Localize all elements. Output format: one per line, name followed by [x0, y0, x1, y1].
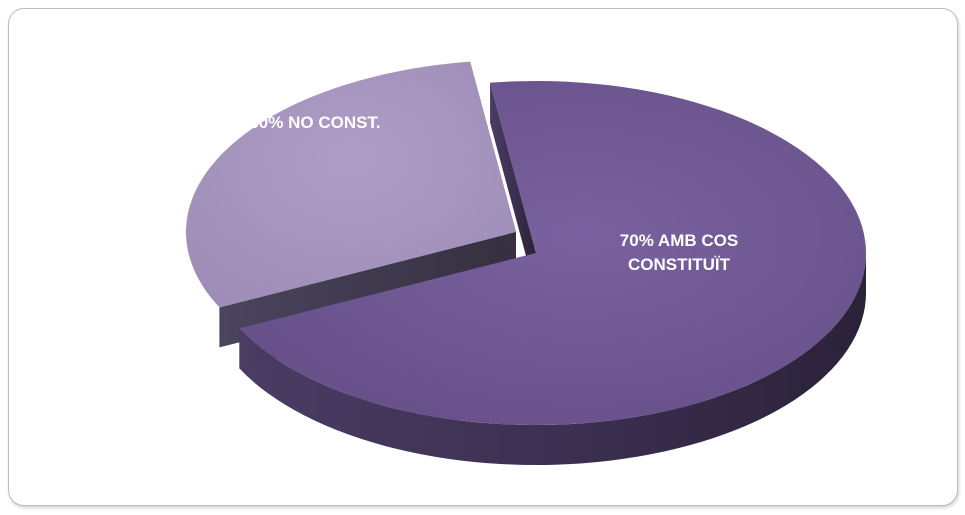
slice-label-2-line-1: 70% AMB COS: [620, 231, 738, 250]
slice-label-1: 30% NO CONST.: [249, 113, 380, 132]
slice-label-2: 70% AMB COS CONSTITUÏT: [620, 231, 738, 274]
pie-slice-amb-cos-cut-face-1: [490, 82, 536, 293]
slice-label-2-line-2: CONSTITUÏT: [628, 255, 731, 274]
pie-slice-no-const-top: [186, 61, 516, 308]
pie-slice-amb-cos-outer-wall: [239, 253, 867, 465]
pie-slice-amb-cos: [239, 81, 867, 465]
pie-slice-amb-cos-top: [239, 81, 866, 426]
slice-label-1-line-1: 30% NO CONST.: [249, 113, 380, 132]
